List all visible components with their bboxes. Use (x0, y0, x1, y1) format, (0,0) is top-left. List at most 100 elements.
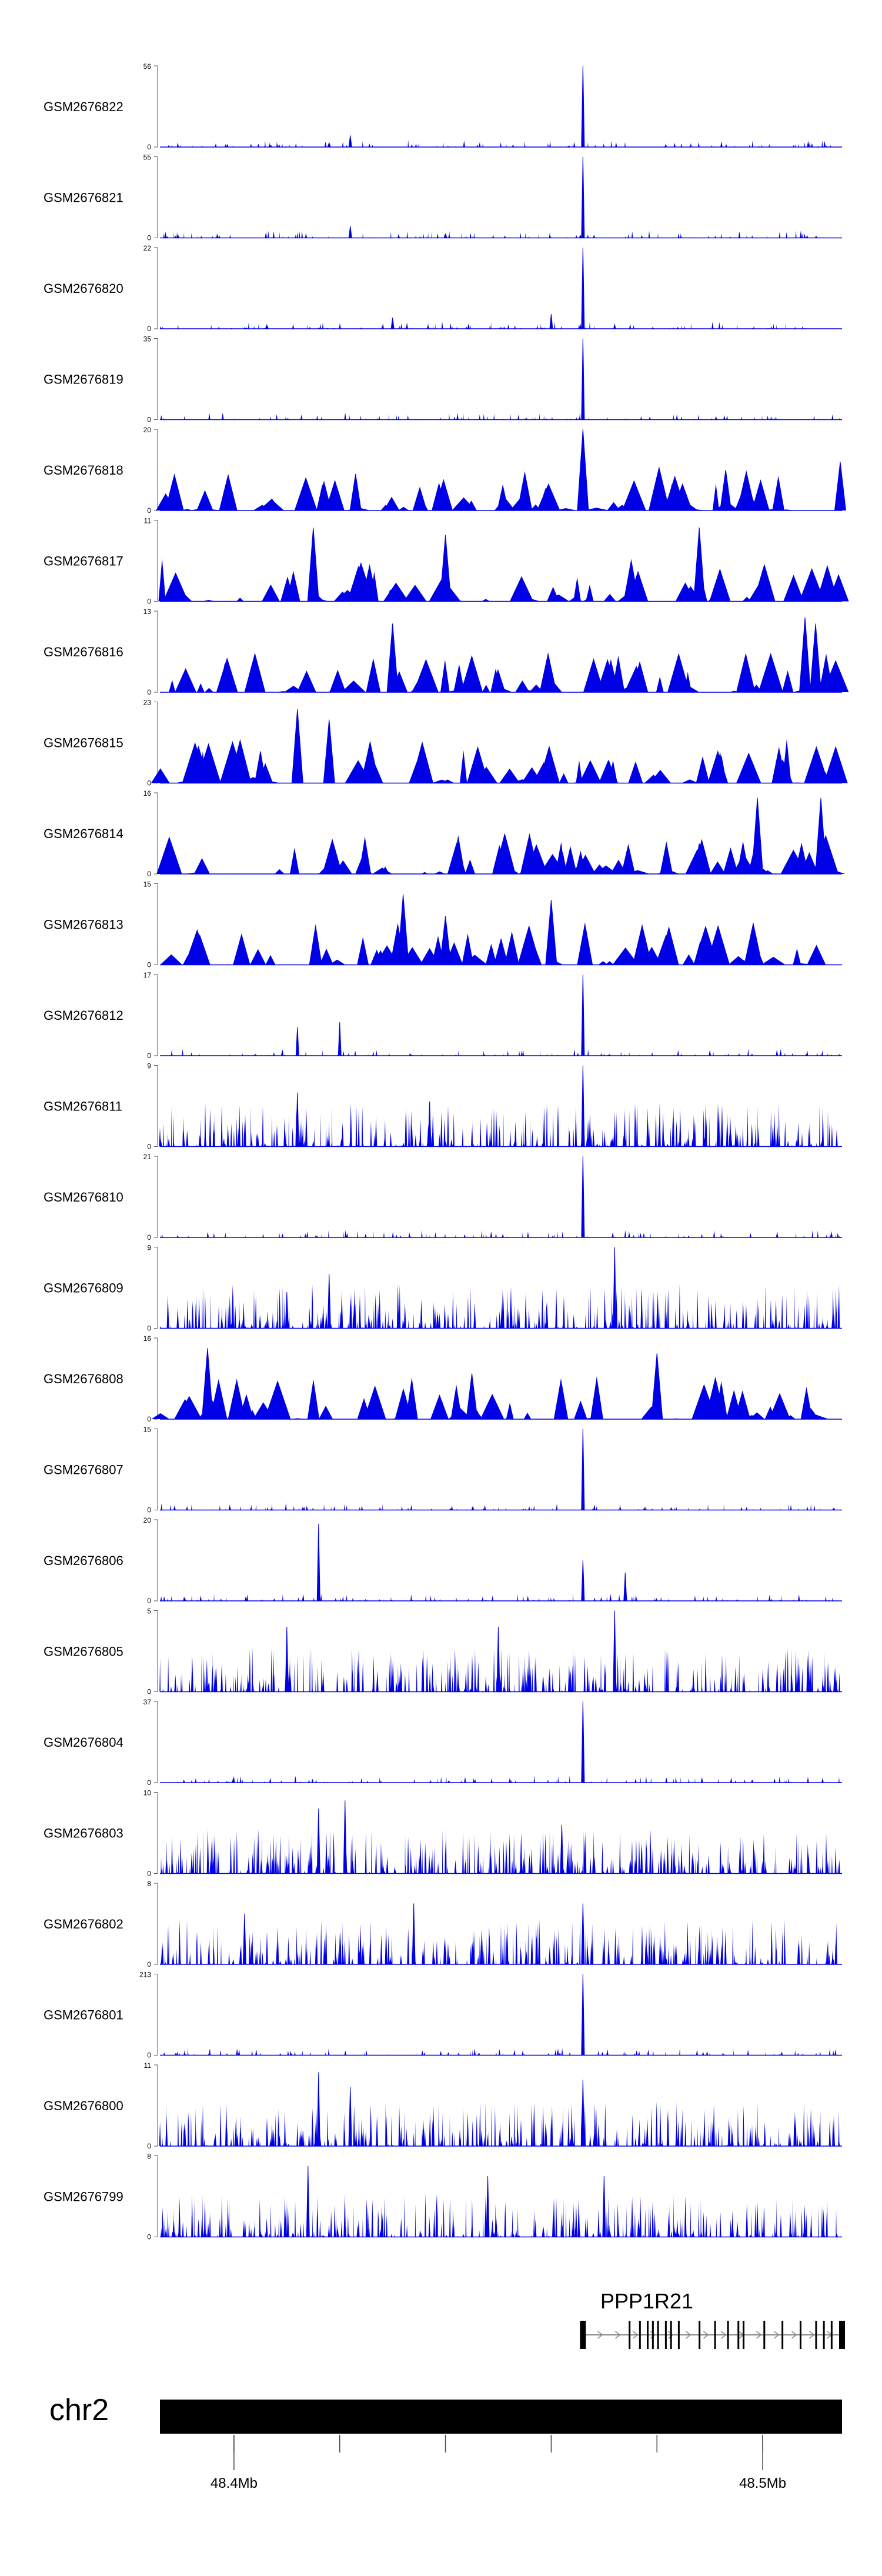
track-GSM2676813: GSM2676813 15 0 (44, 880, 844, 969)
coverage-noise (161, 1503, 837, 1510)
gene-track: PPP1R21 (580, 2289, 845, 2349)
track-GSM2676812: GSM2676812 17 0 (44, 971, 842, 1060)
strand-arrow (632, 2331, 639, 2339)
coverage-peak (327, 142, 331, 147)
gene-exon (647, 2321, 649, 2349)
track-GSM2676799: GSM2676799 8 0 (44, 2153, 842, 2241)
track-label: GSM2676816 (44, 645, 123, 659)
coverage-peak (348, 2087, 352, 2146)
coverage-peak (307, 528, 319, 602)
y-min-label: 0 (147, 1960, 151, 1968)
y-min-label: 0 (147, 779, 151, 788)
coverage-peak (581, 338, 585, 420)
coverage-peak (581, 156, 585, 238)
track-label: GSM2676812 (44, 1008, 123, 1023)
strand-arrow (756, 2331, 762, 2339)
y-max-label: 15 (143, 880, 152, 889)
coverage-peak (693, 528, 706, 602)
coverage-peak (295, 1027, 299, 1056)
coverage-noise (159, 412, 841, 420)
y-min-label: 0 (147, 1506, 151, 1514)
gene-exon (699, 2321, 701, 2349)
chromosome-bar (160, 2400, 842, 2434)
coverage-peak (254, 751, 266, 783)
coverage-peak (427, 1101, 432, 1147)
track-label: GSM2676819 (44, 372, 123, 387)
y-min-label: 0 (147, 234, 151, 242)
coverage-noise (159, 2193, 838, 2237)
coverage-noise (163, 1775, 840, 1783)
gene-exon (580, 2321, 586, 2349)
coverage-peak (560, 1824, 564, 1874)
coverage-peak (348, 226, 352, 238)
y-min-label: 0 (147, 961, 151, 969)
coverage-peak (443, 233, 447, 238)
gene-exon (737, 2321, 740, 2349)
y-min-label: 0 (147, 598, 151, 606)
coverage-noise (151, 739, 848, 783)
y-max-label: 20 (143, 1516, 152, 1524)
gene-exon (714, 2321, 716, 2349)
gene-exon (743, 2321, 745, 2349)
strand-arrow (720, 2331, 727, 2339)
coverage-peak (581, 248, 585, 329)
y-max-label: 22 (143, 244, 152, 252)
track-GSM2676803: GSM2676803 10 0 (44, 1789, 842, 1878)
track-label: GSM2676805 (44, 1644, 123, 1659)
coverage-peak (242, 1913, 246, 1964)
y-max-label: 11 (144, 517, 152, 525)
y-max-label: 9 (147, 1244, 151, 1252)
track-GSM2676805: GSM2676805 5 0 (44, 1607, 842, 1696)
y-min-label: 0 (147, 870, 151, 878)
strand-arrow (773, 2331, 780, 2339)
coverage-peak (386, 623, 399, 692)
track-GSM2676810: GSM2676810 21 0 (44, 1153, 842, 1242)
y-max-label: 17 (143, 971, 152, 979)
track-label: GSM2676804 (44, 1735, 123, 1750)
coverage-peak (327, 1274, 331, 1329)
track-label: GSM2676806 (44, 1553, 123, 1568)
coverage-peak (285, 1292, 289, 1329)
coverage-peak (651, 1353, 663, 1419)
coverage-noise (159, 2101, 840, 2146)
coverage-peak (810, 623, 822, 692)
coverage-peak (581, 1429, 585, 1510)
gene-exon (830, 2321, 833, 2349)
track-GSM2676801: GSM2676801 213 0 (44, 1971, 842, 2060)
track-label: GSM2676803 (44, 1826, 123, 1841)
y-min-label: 0 (147, 1870, 151, 1878)
coverage-peak (486, 2176, 490, 2237)
gene-exon (800, 2321, 802, 2349)
track-GSM2676822: GSM2676822 56 0 (44, 62, 842, 151)
track-GSM2676808: GSM2676808 16 0 (44, 1334, 842, 1423)
coverage-peak (613, 1610, 617, 1692)
coverage-peak (295, 1092, 299, 1147)
y-max-label: 23 (143, 699, 152, 707)
coverage-peak (316, 1523, 320, 1601)
coverage-peak (390, 318, 395, 329)
gene-exon (727, 2321, 729, 2349)
gene-exon (839, 2321, 845, 2349)
strand-arrow (667, 2331, 674, 2339)
track-label: GSM2676818 (44, 463, 123, 478)
chromosome-ideogram: chr2 (49, 2393, 842, 2434)
y-max-label: 13 (143, 608, 152, 616)
y-min-label: 0 (147, 1597, 151, 1605)
y-max-label: 56 (143, 62, 152, 71)
coverage-noise (151, 1376, 829, 1419)
track-GSM2676806: GSM2676806 20 0 (44, 1516, 842, 1605)
track-label: GSM2676799 (44, 2190, 123, 2204)
coverage-peak (348, 135, 352, 147)
strand-arrow (791, 2331, 797, 2339)
y-min-label: 0 (147, 143, 151, 151)
track-GSM2676814: GSM2676814 16 0 (44, 789, 846, 878)
coverage-peak (581, 1065, 585, 1147)
y-min-label: 0 (147, 1778, 151, 1787)
y-max-label: 21 (143, 1153, 152, 1161)
y-max-label: 8 (147, 2153, 151, 2161)
coverage-peak (306, 2165, 310, 2237)
track-label: GSM2676808 (44, 1372, 123, 1386)
coverage-peak (466, 1373, 478, 1419)
y-max-label: 11 (144, 2061, 152, 2070)
y-min-label: 0 (147, 1688, 151, 1696)
